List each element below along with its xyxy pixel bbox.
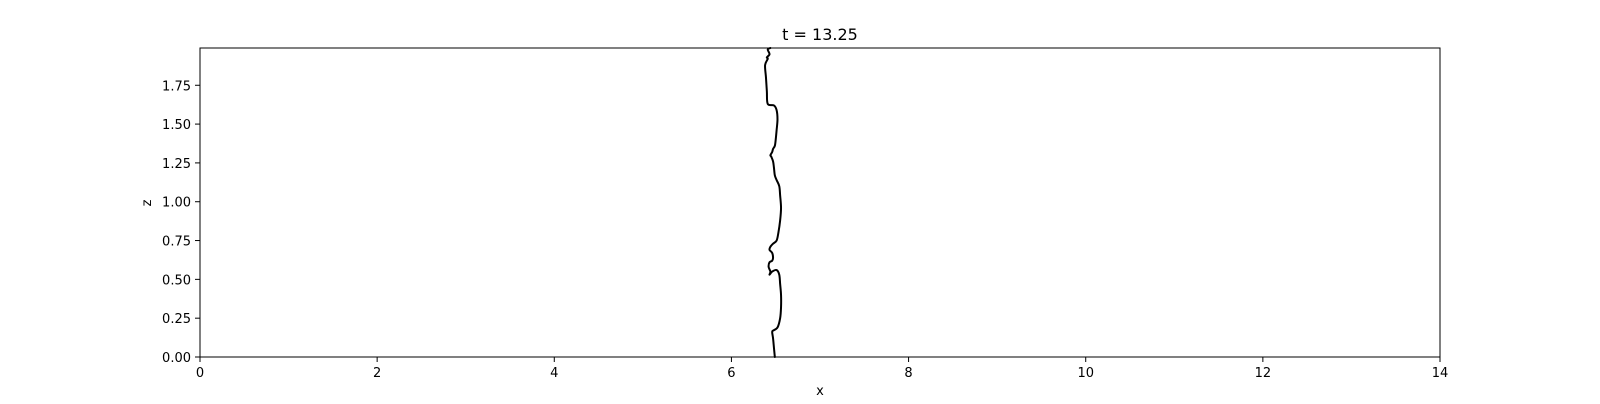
y-tick-label: 0.25 xyxy=(162,312,191,327)
x-tick-label: 6 xyxy=(727,366,735,381)
chart-title: t = 13.25 xyxy=(782,25,858,44)
y-tick-label: 1.00 xyxy=(162,196,191,211)
x-axis-ticks: 0 2 4 6 8 10 12 14 xyxy=(196,357,1448,381)
y-tick-label: 0.50 xyxy=(162,273,191,288)
y-tick-label: 1.50 xyxy=(162,118,191,133)
y-axis-ticks: 0.00 0.25 0.50 0.75 1.00 1.25 1.50 1.75 xyxy=(162,79,200,366)
x-tick-label: 12 xyxy=(1255,366,1272,381)
y-tick-label: 1.25 xyxy=(162,157,191,172)
x-tick-label: 14 xyxy=(1432,366,1449,381)
x-tick-label: 4 xyxy=(550,366,558,381)
x-tick-label: 2 xyxy=(373,366,381,381)
x-axis-label: x xyxy=(816,384,824,399)
y-tick-label: 0.75 xyxy=(162,235,191,250)
y-tick-label: 1.75 xyxy=(162,79,191,94)
x-tick-label: 8 xyxy=(904,366,912,381)
x-tick-label: 10 xyxy=(1077,366,1094,381)
x-tick-label: 0 xyxy=(196,366,204,381)
y-tick-label: 0.00 xyxy=(162,351,191,366)
y-axis-label: z xyxy=(140,199,155,206)
plot-frame xyxy=(199,47,1441,358)
interface-contour-line xyxy=(764,47,783,358)
